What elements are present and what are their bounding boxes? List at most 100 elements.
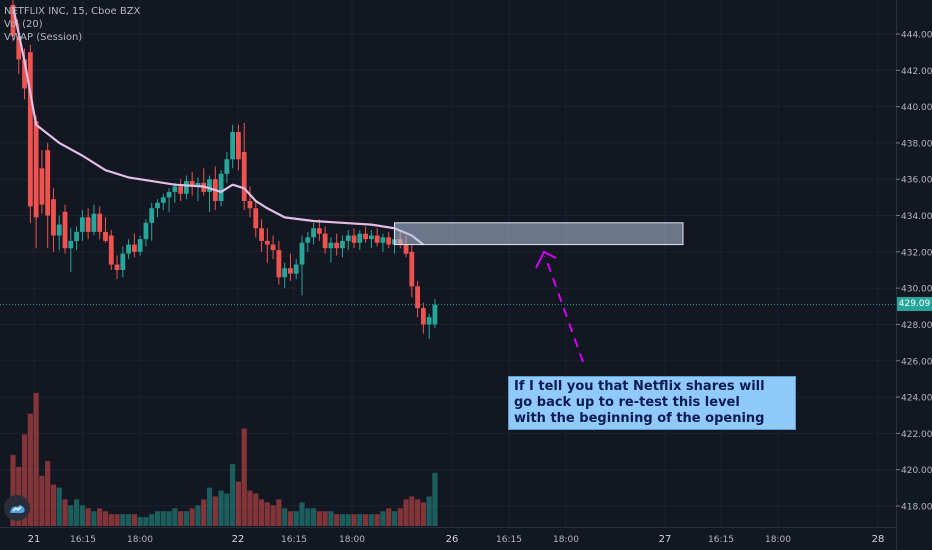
volume-bar xyxy=(68,505,74,526)
candle-body xyxy=(363,233,368,240)
x-tick-label: 22 xyxy=(232,534,245,545)
volume-bar xyxy=(183,511,189,526)
volume-bar xyxy=(212,496,218,526)
candle-body xyxy=(224,159,230,174)
volume-bar xyxy=(62,499,68,526)
volume-bar xyxy=(357,514,363,526)
candle-body xyxy=(420,308,426,325)
volume-bar xyxy=(149,514,155,526)
y-tick-label: 424.00 xyxy=(901,394,932,404)
candle-body xyxy=(241,152,247,202)
x-tick-label: 18:00 xyxy=(339,535,365,545)
x-tick-label: 28 xyxy=(872,534,885,545)
volume-bar xyxy=(126,514,132,526)
candle-body xyxy=(33,121,39,218)
candle-body xyxy=(103,231,108,241)
annotation-text-box[interactable]: If I tell you that Netflix shares will g… xyxy=(508,376,796,430)
volume-bar xyxy=(264,502,270,526)
volume-bar xyxy=(368,514,374,526)
candle-body xyxy=(184,181,189,194)
volume-bar xyxy=(154,511,161,526)
candle-body xyxy=(340,240,345,249)
arrow-shaft xyxy=(544,255,584,363)
candle-body xyxy=(282,268,288,278)
candle-body xyxy=(386,237,392,245)
y-tick-label: 418.00 xyxy=(901,503,932,513)
y-tick-label: 434.00 xyxy=(901,212,932,222)
candle-body xyxy=(189,181,195,187)
y-tick-label: 422.00 xyxy=(901,430,932,440)
volume-bar xyxy=(339,514,346,526)
volume-bar xyxy=(108,514,114,526)
x-tick-label: 26 xyxy=(446,534,459,545)
volume-bar xyxy=(362,514,369,526)
y-tick-label: 444.00 xyxy=(901,31,932,41)
tradingview-logo-icon[interactable] xyxy=(4,495,30,521)
candle-body xyxy=(160,197,166,203)
candle-body xyxy=(195,182,201,187)
volume-bar xyxy=(218,490,224,526)
legend-vwap[interactable]: VWAP (Session) xyxy=(4,32,83,43)
candle-body xyxy=(345,235,351,241)
volume-bar xyxy=(137,517,143,526)
candle-body xyxy=(247,201,253,209)
volume-bar xyxy=(85,508,91,526)
zone-rectangle xyxy=(393,222,684,246)
volume-bar xyxy=(50,484,57,526)
volume-bar xyxy=(322,511,328,526)
candle-body xyxy=(85,217,91,232)
volume-bar xyxy=(351,514,357,526)
volume-bar xyxy=(415,499,421,526)
candle-body xyxy=(131,244,137,252)
volume-bar xyxy=(391,511,398,526)
volume-bar xyxy=(201,499,207,526)
volume-bar xyxy=(305,508,311,526)
volume-bar xyxy=(160,511,166,526)
arrow-head xyxy=(535,250,557,269)
chart-legend: NETFLIX INC, 15, Cboe BZX Vol (20) VWAP … xyxy=(4,5,140,44)
x-tick-label: 16:15 xyxy=(708,535,734,545)
candle-body xyxy=(322,233,328,249)
candle-body xyxy=(91,213,97,232)
resistance-zone[interactable] xyxy=(393,222,684,246)
candle-body xyxy=(409,251,415,287)
vwap-line xyxy=(11,6,425,246)
legend-symbol[interactable]: NETFLIX INC, 15, Cboe BZX xyxy=(4,6,141,17)
volume-bar xyxy=(235,481,242,526)
y-tick-label: 428.00 xyxy=(901,321,932,331)
candle-body xyxy=(293,264,299,274)
volume-bar xyxy=(45,460,51,526)
grid-lines xyxy=(0,0,896,527)
volume-bar xyxy=(316,511,322,526)
last-price-label: 429.09 xyxy=(897,297,932,311)
x-tick-label: 18:00 xyxy=(127,535,153,545)
volume-bar xyxy=(403,499,409,526)
volume-bar xyxy=(310,508,317,526)
volume-bar xyxy=(131,514,137,526)
volume-bar xyxy=(189,508,195,526)
x-tick-label: 18:00 xyxy=(765,535,791,545)
volume-bar xyxy=(426,496,432,526)
volume-bar xyxy=(27,413,33,526)
volume-bar xyxy=(276,499,282,526)
volume-bar xyxy=(114,514,120,526)
volume-bar xyxy=(56,487,62,526)
legend-volume[interactable]: Vol (20) xyxy=(4,19,43,30)
volume-bar xyxy=(432,472,438,526)
volume-bar xyxy=(79,505,85,526)
dashed-arrow[interactable] xyxy=(535,250,584,363)
volume-bar xyxy=(397,508,403,526)
volume-bar xyxy=(224,493,230,526)
candle-body xyxy=(137,239,143,252)
candle-body xyxy=(374,235,380,243)
candle-body xyxy=(22,59,27,89)
candle-body xyxy=(10,4,16,36)
volume-bar xyxy=(293,511,299,526)
volume-bar xyxy=(10,455,16,526)
volume-bar xyxy=(102,511,109,526)
candle-body xyxy=(114,264,120,270)
volume-bar xyxy=(299,502,305,526)
candle-body xyxy=(155,202,160,209)
